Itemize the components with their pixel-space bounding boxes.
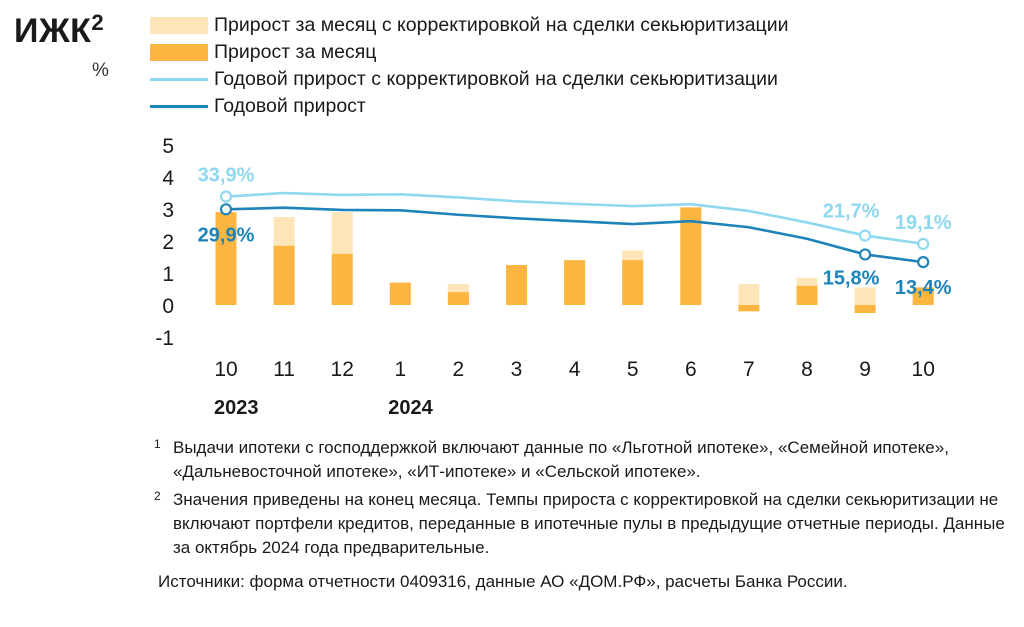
legend-swatch-monthly: [150, 44, 208, 61]
data-label: 21,7%: [823, 201, 880, 223]
data-label: 19,1%: [895, 212, 952, 234]
x-tick-label: 1: [394, 358, 406, 381]
footnote-1: 1 Выдачи ипотеки с господдержкой включают…: [154, 437, 949, 481]
data-label: 13,4%: [895, 277, 952, 299]
bar-monthly: [564, 260, 586, 305]
sources-note: Источники: форма отчетности 0409316, дан…: [158, 572, 848, 591]
legend-line-annual: [150, 105, 208, 108]
x-tick-label: 7: [743, 358, 755, 381]
bar-monthly-adjusted: [738, 284, 760, 305]
x-tick-label: 2: [453, 358, 465, 381]
bar-monthly: [331, 253, 353, 305]
x-tick-label: 12: [331, 358, 354, 381]
bar-monthly: [506, 265, 527, 305]
x-tick-label: 10: [214, 358, 237, 381]
y-tick-label: 3: [162, 199, 174, 222]
x-tick-label: 10: [912, 358, 935, 381]
x-tick-label: 9: [859, 358, 871, 381]
y-tick-label: 1: [162, 263, 174, 286]
year-label: 2024: [388, 397, 433, 419]
legend-item-monthly-adjusted: Прирост за месяц с корректировкой на сде…: [150, 12, 789, 39]
legend-label-monthly: Прирост за месяц: [214, 41, 377, 63]
line-marker: [858, 248, 872, 261]
bar-monthly: [273, 245, 295, 305]
legend-item-annual-adjusted: Годовой прирост с корректировкой на сдел…: [150, 66, 789, 93]
line-annual: [225, 206, 924, 264]
bar-monthly: [680, 207, 702, 305]
legend-swatch-monthly-adjusted: [150, 17, 208, 34]
bar-monthly: [854, 305, 876, 313]
legend-item-monthly: Прирост за месяц: [150, 39, 789, 66]
data-label: 15,8%: [823, 267, 880, 289]
legend-label-annual: Годовой прирост: [214, 95, 366, 117]
line-marker: [219, 190, 233, 203]
line-marker: [917, 237, 930, 250]
bar-monthly-adjusted: [854, 287, 876, 305]
data-label: 29,9%: [198, 224, 255, 246]
bar-monthly: [738, 305, 760, 312]
x-tick-label: 3: [511, 358, 523, 381]
chart-title: ИЖК2: [14, 10, 105, 50]
bar-monthly: [622, 260, 644, 305]
legend: Прирост за месяц с корректировкой на сде…: [150, 12, 789, 120]
x-tick-label: 8: [801, 358, 813, 381]
footnote-2: 2 Значения приведены на конец месяца. Тем…: [154, 489, 1005, 557]
x-tick-label: 5: [627, 358, 639, 381]
line-marker: [219, 203, 233, 216]
bar-monthly: [215, 212, 237, 305]
line-annual-adjusted: [225, 191, 924, 246]
legend-label-annual-adjusted: Годовой прирост с корректировкой на сдел…: [214, 68, 778, 90]
bar-monthly: [912, 287, 934, 305]
x-tick-label: 6: [685, 358, 697, 381]
y-tick-label: 0: [162, 295, 174, 318]
footnotes: 1 Выдачи ипотеки с господдержкой включают…: [150, 436, 1010, 594]
x-tick-label: 11: [273, 358, 295, 381]
legend-item-annual: Годовой прирост: [150, 93, 789, 120]
year-label: 2023: [214, 397, 259, 419]
legend-label-monthly-adjusted: Прирост за месяц с корректировкой на сде…: [214, 14, 789, 36]
bar-monthly: [389, 282, 411, 305]
y-tick-label: 5: [162, 135, 174, 158]
chart-unit: %: [92, 60, 109, 81]
x-tick-label: 4: [569, 358, 581, 381]
y-tick-label: 2: [162, 231, 174, 254]
bar-monthly: [447, 292, 469, 305]
data-label: 33,9%: [198, 165, 255, 187]
bar-monthly: [796, 285, 818, 305]
y-tick-label: 4: [162, 167, 174, 190]
line-marker: [917, 256, 930, 269]
y-tick-label: -1: [155, 327, 174, 350]
line-marker: [858, 229, 872, 242]
legend-line-annual-adjusted: [150, 78, 208, 81]
